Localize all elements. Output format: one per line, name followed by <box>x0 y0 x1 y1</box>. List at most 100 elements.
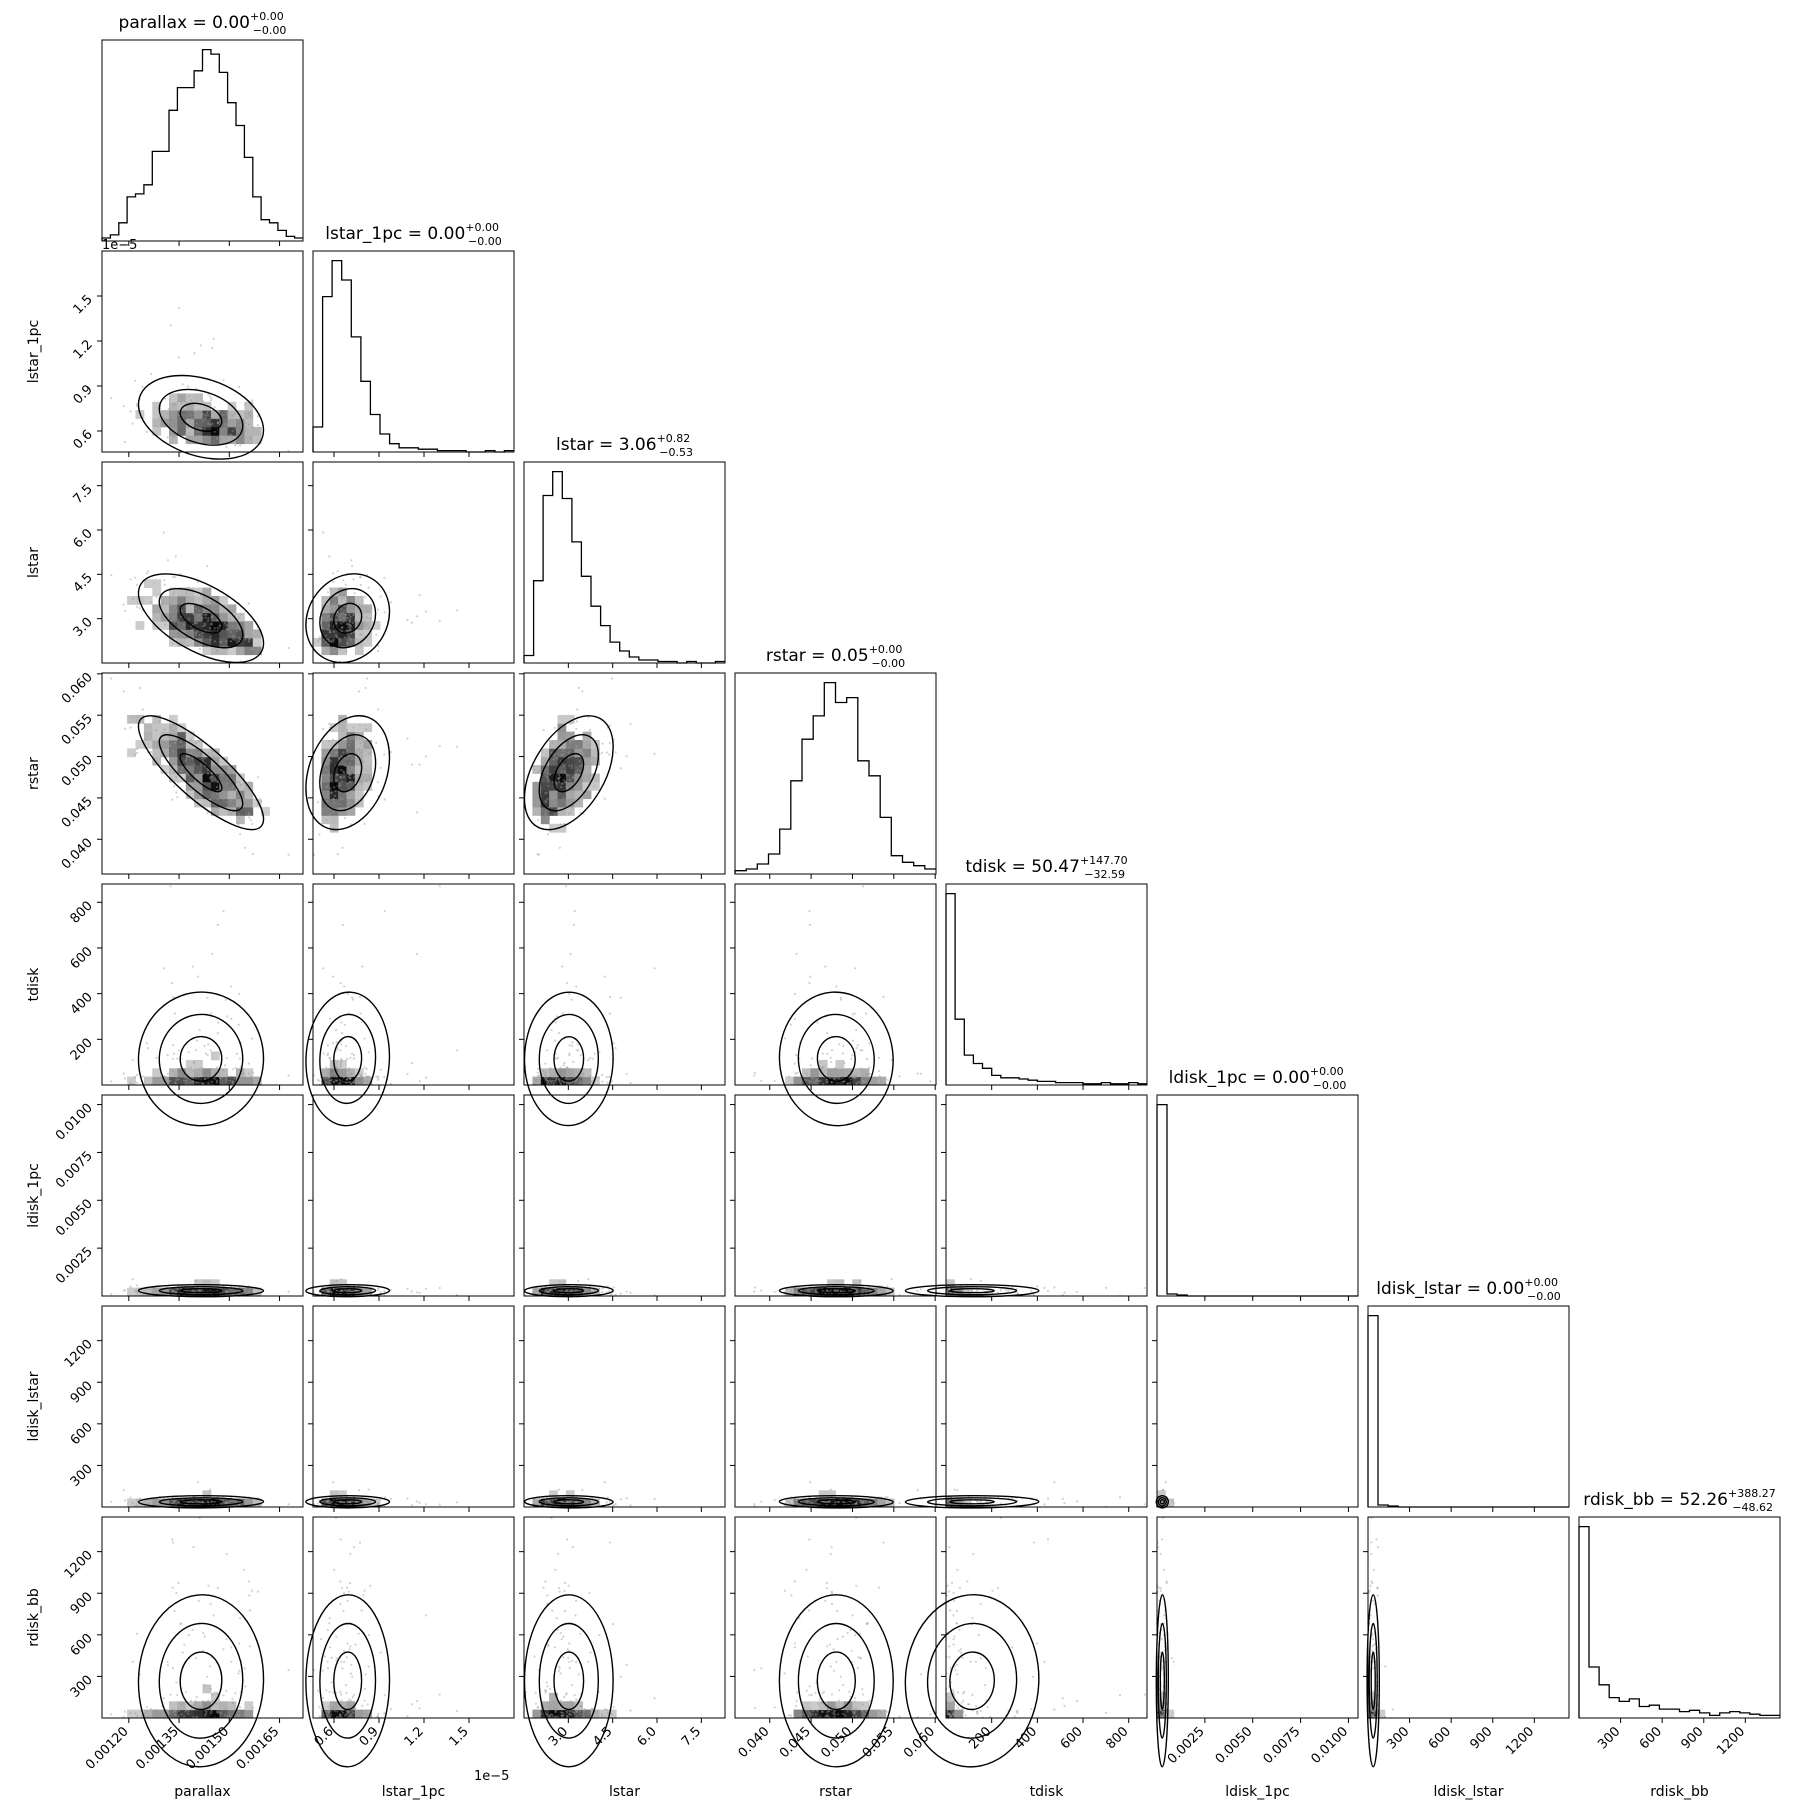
sample-point <box>329 606 332 609</box>
sample-point <box>351 1081 354 1084</box>
sample-point <box>830 1060 833 1064</box>
sample-point <box>877 1070 881 1073</box>
sample-point <box>551 741 554 745</box>
sample-point <box>216 798 219 801</box>
density-cell <box>160 604 170 614</box>
density-cell <box>219 1287 229 1297</box>
sample-point <box>223 1064 227 1067</box>
sample-point <box>561 728 564 731</box>
sample-point <box>406 618 409 622</box>
sample-point <box>194 1073 197 1076</box>
density-cell <box>346 637 356 647</box>
sample-point <box>619 1498 622 1501</box>
density-cell <box>194 1068 203 1078</box>
sample-point <box>239 427 242 430</box>
sample-point <box>187 1634 190 1637</box>
sample-point <box>256 776 259 779</box>
sample-point <box>222 909 225 913</box>
sample-point <box>571 1710 574 1713</box>
sample-point <box>455 1501 459 1504</box>
sample-point <box>589 1651 592 1654</box>
density-cell <box>219 1076 229 1086</box>
sample-point <box>340 1032 343 1035</box>
sample-point <box>328 1076 331 1079</box>
sample-point <box>342 579 345 582</box>
scatter-panel-rstar-rdisk_bb: 0.040 0.045 0.050 0.055 0.060 <box>730 1516 938 1768</box>
sample-point <box>198 1067 201 1070</box>
sample-point <box>339 775 342 779</box>
sample-point <box>219 1712 222 1715</box>
sample-point <box>1053 1286 1056 1289</box>
density-cell <box>321 790 331 800</box>
sample-point <box>322 531 325 534</box>
density-cell <box>244 435 254 445</box>
sample-point <box>572 776 575 779</box>
density-cell <box>185 773 195 783</box>
sample-point <box>231 1290 234 1294</box>
sample-point <box>330 1656 333 1659</box>
panel-frame <box>734 883 937 1086</box>
sample-point <box>553 1646 557 1649</box>
title-plus: +0.82 <box>657 432 691 445</box>
sample-point <box>560 1290 563 1293</box>
sample-point <box>204 616 207 619</box>
sample-point <box>194 633 198 636</box>
density-cell <box>338 731 347 741</box>
sample-point <box>568 813 571 816</box>
sample-point <box>191 782 194 785</box>
sample-point <box>548 817 551 820</box>
density-cell <box>329 823 339 833</box>
sample-point <box>207 1584 210 1587</box>
sample-point <box>325 785 328 789</box>
density-cell <box>219 773 229 783</box>
sample-point <box>809 1501 812 1504</box>
density-cell <box>532 1076 542 1086</box>
sample-point <box>537 803 540 806</box>
sample-point <box>353 1054 356 1057</box>
sample-point <box>193 621 196 624</box>
contour-level-3 <box>305 715 391 831</box>
sample-point <box>556 757 559 760</box>
density-cell <box>127 714 136 724</box>
sample-point <box>173 1012 176 1015</box>
sample-point <box>161 764 164 767</box>
sample-point <box>549 773 552 776</box>
density-cell <box>177 748 187 758</box>
sample-point <box>549 1707 552 1710</box>
sample-point <box>864 1012 868 1015</box>
sample-point <box>814 1288 817 1291</box>
sample-point <box>338 782 341 785</box>
sample-point <box>349 1056 352 1059</box>
sample-point <box>418 1501 421 1504</box>
density-cell <box>549 798 558 808</box>
sample-point <box>916 1072 919 1075</box>
sample-point <box>207 1082 210 1085</box>
density-cell <box>185 401 195 411</box>
sample-point <box>343 817 346 820</box>
sample-point <box>354 1712 357 1715</box>
density-cell <box>219 1068 229 1078</box>
density-cell <box>236 410 245 419</box>
sample-point <box>544 1072 547 1075</box>
sample-point <box>197 1076 200 1079</box>
density-cell <box>565 1068 575 1078</box>
sample-point <box>855 1288 859 1291</box>
density-cell <box>185 740 195 749</box>
sample-point <box>406 1073 409 1076</box>
sample-point <box>619 1292 622 1295</box>
sample-point <box>406 1497 409 1500</box>
sample-point <box>377 1075 380 1078</box>
density-cell <box>321 596 331 605</box>
sample-point <box>854 967 857 970</box>
sample-point <box>438 1503 441 1506</box>
density-cell <box>210 765 220 774</box>
sample-point <box>365 1067 368 1071</box>
sample-point <box>835 985 838 988</box>
sample-point <box>172 1500 176 1503</box>
y-tick-label: 900 <box>68 1378 96 1406</box>
sample-point <box>172 785 176 788</box>
sample-point <box>848 1082 851 1085</box>
density-cell <box>329 765 339 774</box>
sample-point <box>366 1500 369 1504</box>
sample-point <box>328 1622 331 1625</box>
